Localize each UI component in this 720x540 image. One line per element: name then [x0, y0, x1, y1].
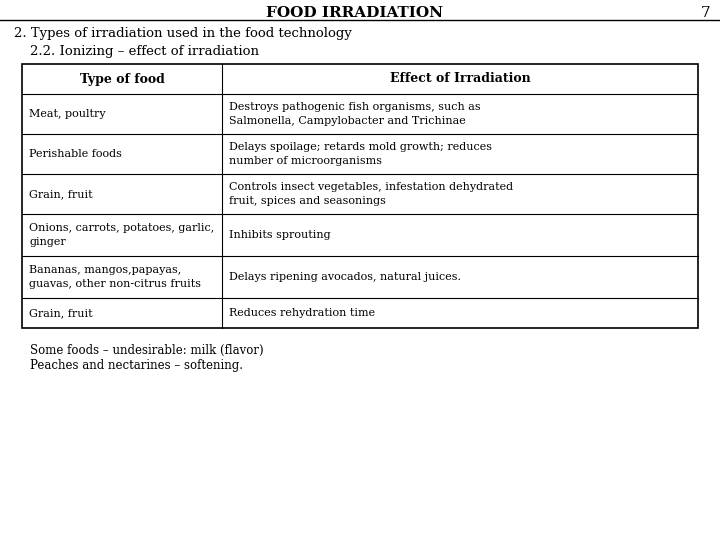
Text: Controls insect vegetables, infestation dehydrated
fruit, spices and seasonings: Controls insect vegetables, infestation …: [229, 183, 513, 206]
Text: Onions, carrots, potatoes, garlic,
ginger: Onions, carrots, potatoes, garlic, ginge…: [29, 224, 215, 247]
Text: Meat, poultry: Meat, poultry: [29, 109, 106, 119]
Text: Type of food: Type of food: [80, 72, 164, 85]
Text: Perishable foods: Perishable foods: [29, 149, 122, 159]
Text: Grain, fruit: Grain, fruit: [29, 189, 93, 199]
Text: Bananas, mangos,papayas,
guavas, other non-citrus fruits: Bananas, mangos,papayas, guavas, other n…: [29, 265, 201, 288]
Text: Some foods – undesirable: milk (flavor): Some foods – undesirable: milk (flavor): [30, 343, 264, 356]
Text: 7: 7: [701, 6, 710, 20]
Bar: [22, 64, 698, 328]
Text: Peaches and nectarines – softening.: Peaches and nectarines – softening.: [30, 360, 243, 373]
Text: Effect of Irradiation: Effect of Irradiation: [390, 72, 531, 85]
Text: Inhibits sprouting: Inhibits sprouting: [229, 230, 330, 240]
Text: Destroys pathogenic fish organisms, such as
Salmonella, Campylobacter and Trichi: Destroys pathogenic fish organisms, such…: [229, 103, 481, 126]
Text: Reduces rehydration time: Reduces rehydration time: [229, 308, 375, 318]
Text: 2.2. Ionizing – effect of irradiation: 2.2. Ionizing – effect of irradiation: [30, 45, 259, 58]
Text: 2. Types of irradiation used in the food technology: 2. Types of irradiation used in the food…: [14, 28, 352, 40]
Text: Delays spoilage; retards mold growth; reduces
number of microorganisms: Delays spoilage; retards mold growth; re…: [229, 143, 492, 166]
Text: Delays ripening avocados, natural juices.: Delays ripening avocados, natural juices…: [229, 272, 461, 282]
Text: FOOD IRRADIATION: FOOD IRRADIATION: [266, 6, 444, 20]
Text: Grain, fruit: Grain, fruit: [29, 308, 93, 318]
